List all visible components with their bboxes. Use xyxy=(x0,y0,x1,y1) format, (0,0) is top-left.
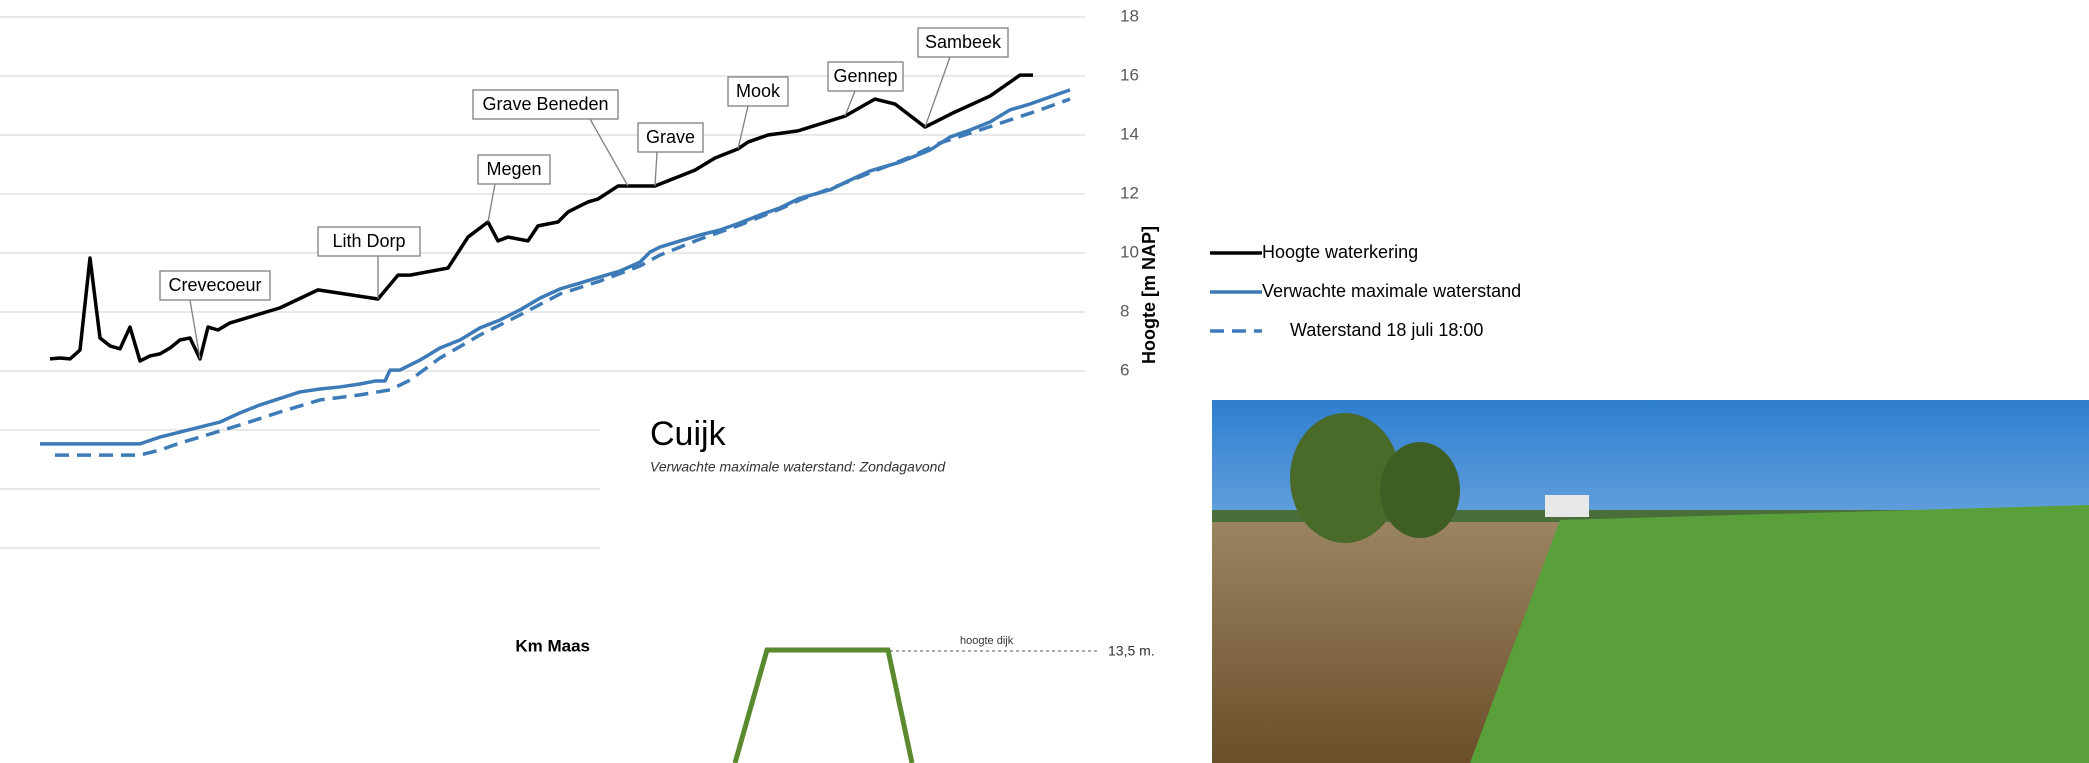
legend-label: Waterstand 18 juli 18:00 xyxy=(1290,320,1483,340)
level-value: 13,5 m. xyxy=(1108,643,1155,659)
photo-dike xyxy=(1470,505,2089,763)
cuijk-panel: Cuijk Verwachte maximale waterstand: Zon… xyxy=(600,395,1210,763)
annotation-text: Grave xyxy=(646,127,695,147)
y-tick-label: 16 xyxy=(1120,65,1139,84)
y-tick-label: 18 xyxy=(1120,6,1139,25)
y-tick-label: 10 xyxy=(1120,242,1139,261)
annotation-text: Gennep xyxy=(833,66,897,86)
photo-tree xyxy=(1380,442,1460,538)
screenshot: 024681012141618Hoogte [m NAP]Km MaasCrev… xyxy=(0,0,2089,763)
annotation-pointer xyxy=(488,184,495,222)
panel-title: Cuijk xyxy=(650,415,727,453)
y-tick-label: 8 xyxy=(1120,301,1129,320)
x-axis-label: Km Maas xyxy=(515,636,590,655)
panel-subtitle: Verwachte maximale waterstand: Zondagavo… xyxy=(650,459,946,475)
annotation-text: Sambeek xyxy=(925,32,1002,52)
y-tick-label: 12 xyxy=(1120,183,1139,202)
y-tick-label: 14 xyxy=(1120,124,1139,143)
photo-building xyxy=(1545,495,1589,517)
y-tick-label: 6 xyxy=(1120,360,1129,379)
level-label: hoogte dijk xyxy=(960,635,1014,647)
page: {"chart_data": {"type": "line", "x_label… xyxy=(0,0,2089,763)
panel-background xyxy=(1100,395,1210,425)
annotation-text: Grave Beneden xyxy=(482,94,608,114)
annotation-text: Crevecoeur xyxy=(168,275,261,295)
legend-label: Hoogte waterkering xyxy=(1262,242,1418,262)
y-axis-label: Hoogte [m NAP] xyxy=(1139,226,1159,364)
annotation-text: Lith Dorp xyxy=(332,231,405,251)
annotation-text: Mook xyxy=(736,81,781,101)
legend-label: Verwachte maximale waterstand xyxy=(1262,281,1521,301)
annotation-pointer xyxy=(590,119,628,186)
annotation-text: Megen xyxy=(486,159,541,179)
series-line xyxy=(40,90,1070,444)
photo xyxy=(1212,400,2089,763)
annotation-pointer xyxy=(655,152,657,186)
